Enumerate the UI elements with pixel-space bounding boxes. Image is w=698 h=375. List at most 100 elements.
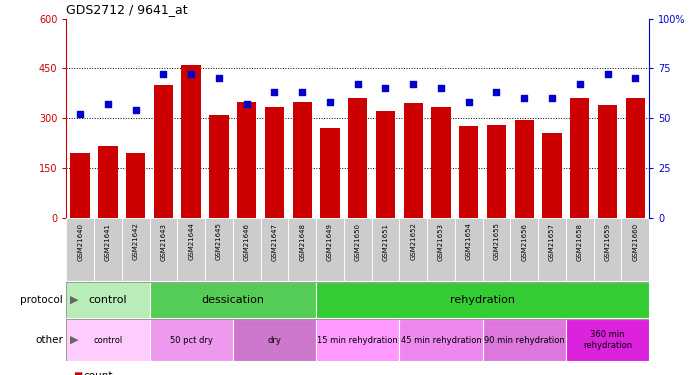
Point <box>130 107 141 113</box>
Bar <box>149 217 177 281</box>
Text: GSM21655: GSM21655 <box>493 223 500 261</box>
Point <box>241 101 252 107</box>
Point <box>325 99 336 105</box>
Bar <box>66 319 149 361</box>
Text: 360 min
rehydration: 360 min rehydration <box>583 330 632 350</box>
Bar <box>149 282 316 318</box>
Text: GSM21650: GSM21650 <box>355 223 361 261</box>
Text: other: other <box>35 335 63 345</box>
Text: protocol: protocol <box>20 295 63 305</box>
Point <box>436 86 447 92</box>
Text: GSM21644: GSM21644 <box>188 223 194 261</box>
Bar <box>237 102 256 217</box>
Text: control: control <box>94 336 123 345</box>
Text: GSM21652: GSM21652 <box>410 223 416 261</box>
Text: ▶: ▶ <box>70 335 78 345</box>
Bar <box>265 106 284 218</box>
Text: GSM21654: GSM21654 <box>466 223 472 261</box>
Text: dry: dry <box>267 336 281 345</box>
Bar <box>427 217 455 281</box>
Bar <box>181 65 201 218</box>
Text: GSM21645: GSM21645 <box>216 223 222 261</box>
Text: GSM21642: GSM21642 <box>133 223 139 261</box>
Bar <box>154 85 173 218</box>
Text: 50 pct dry: 50 pct dry <box>170 336 213 345</box>
Bar <box>566 217 593 281</box>
Bar <box>126 153 145 218</box>
Point <box>547 95 558 101</box>
Bar <box>66 282 149 318</box>
Point <box>214 75 225 81</box>
Point <box>519 95 530 101</box>
Bar <box>597 105 617 218</box>
Text: GSM21658: GSM21658 <box>577 223 583 261</box>
Text: GSM21656: GSM21656 <box>521 223 527 261</box>
Point <box>297 89 308 95</box>
Text: GSM21649: GSM21649 <box>327 223 333 261</box>
Text: GSM21651: GSM21651 <box>383 223 389 261</box>
Point <box>186 71 197 77</box>
Point <box>352 81 363 87</box>
Text: GSM21641: GSM21641 <box>105 223 111 261</box>
Point <box>158 71 169 77</box>
Bar <box>487 125 506 217</box>
Bar <box>70 153 90 218</box>
Point <box>491 89 502 95</box>
Text: rehydration: rehydration <box>450 295 515 305</box>
Text: GSM21643: GSM21643 <box>161 223 166 261</box>
Bar <box>482 217 510 281</box>
Point <box>602 71 613 77</box>
Point <box>463 99 475 105</box>
Bar <box>376 111 395 218</box>
Bar <box>625 98 645 218</box>
Bar <box>538 217 566 281</box>
Text: 15 min rehydration: 15 min rehydration <box>318 336 398 345</box>
Bar <box>316 217 344 281</box>
Bar <box>316 319 399 361</box>
Bar <box>233 319 316 361</box>
Text: GSM21657: GSM21657 <box>549 223 555 261</box>
Bar <box>371 217 399 281</box>
Point <box>380 86 391 92</box>
Bar <box>233 217 260 281</box>
Text: GDS2712 / 9641_at: GDS2712 / 9641_at <box>66 3 188 16</box>
Bar <box>621 217 649 281</box>
Bar <box>177 217 205 281</box>
Bar <box>122 217 149 281</box>
Bar <box>292 102 312 217</box>
Text: GSM21646: GSM21646 <box>244 223 250 261</box>
Bar <box>344 217 371 281</box>
Bar <box>459 126 478 218</box>
Point <box>408 81 419 87</box>
Bar <box>348 98 367 218</box>
Bar <box>542 133 562 218</box>
Bar <box>510 217 538 281</box>
Text: 45 min rehydration: 45 min rehydration <box>401 336 482 345</box>
Bar <box>431 106 451 218</box>
Bar <box>566 319 649 361</box>
Bar <box>98 146 118 218</box>
Bar <box>205 217 233 281</box>
Point <box>103 101 114 107</box>
Bar <box>482 319 566 361</box>
Bar <box>320 128 340 217</box>
Bar <box>593 217 621 281</box>
Text: 90 min rehydration: 90 min rehydration <box>484 336 565 345</box>
Text: GSM21653: GSM21653 <box>438 223 444 261</box>
Bar <box>570 98 590 218</box>
Point <box>574 81 586 87</box>
Point <box>630 75 641 81</box>
Bar <box>399 319 482 361</box>
Bar <box>399 217 427 281</box>
Bar <box>149 319 233 361</box>
Bar <box>316 282 649 318</box>
Bar <box>260 217 288 281</box>
Bar <box>94 217 122 281</box>
Bar <box>455 217 482 281</box>
Text: count: count <box>84 371 113 375</box>
Text: control: control <box>89 295 127 305</box>
Bar <box>288 217 316 281</box>
Text: dessication: dessication <box>201 295 265 305</box>
Bar <box>514 120 534 218</box>
Text: ▶: ▶ <box>70 295 78 305</box>
